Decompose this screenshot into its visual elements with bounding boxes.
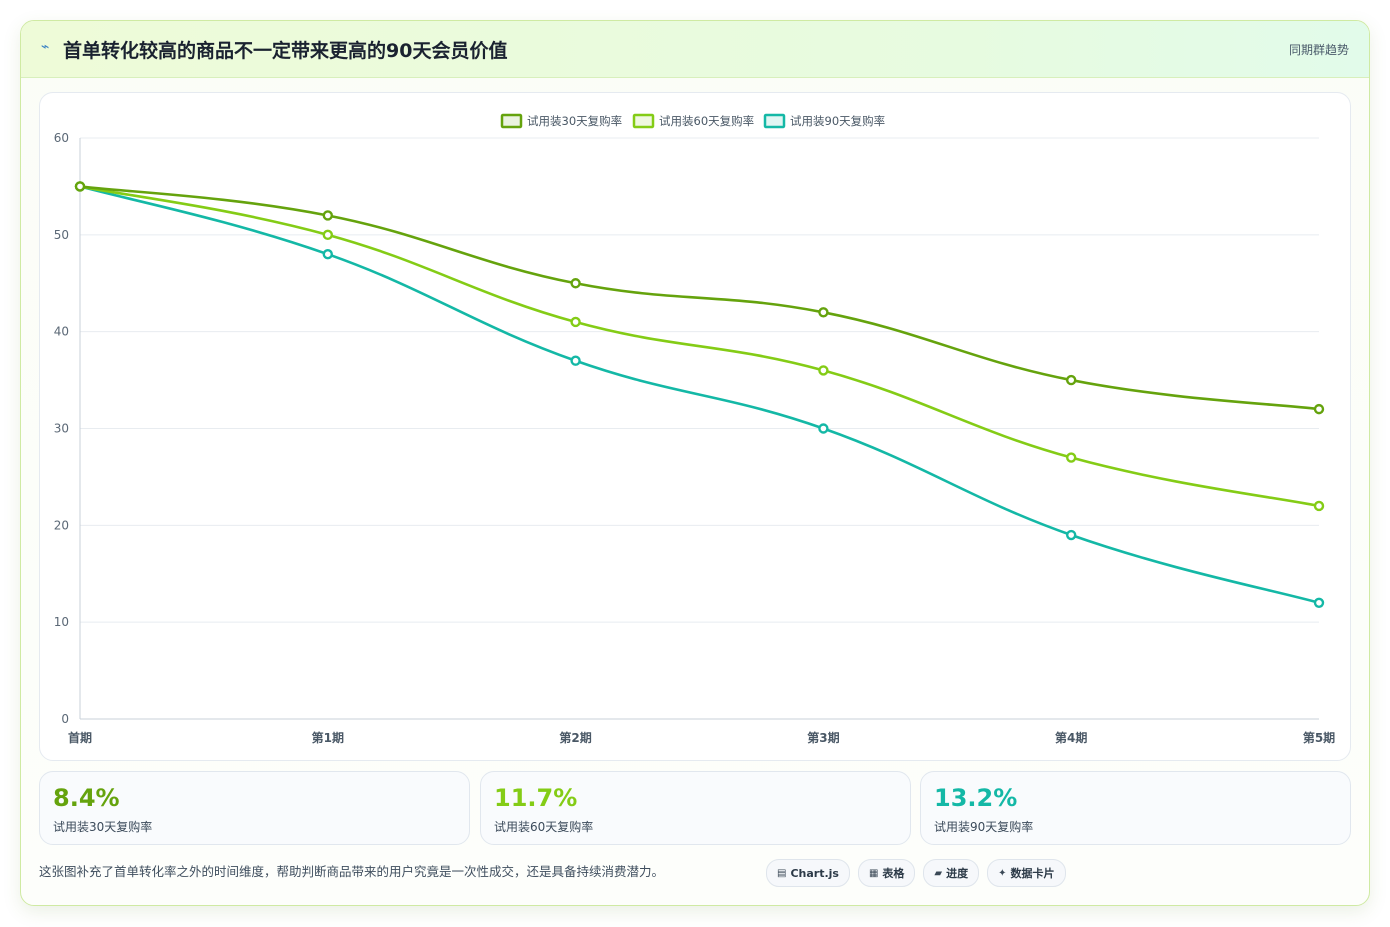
header-tag: 同期群趋势	[1288, 43, 1349, 57]
data-point	[322, 229, 333, 241]
progress-icon: ▰	[934, 867, 943, 879]
stat-value: 11.7%	[494, 784, 578, 812]
x-tick-label: 第2期	[559, 730, 591, 745]
data-point	[322, 210, 333, 221]
footnote: 这张图补充了首单转化率之外的时间维度，帮助判断商品带来的用户究竟是一次性成交，还…	[39, 864, 665, 879]
data-point	[570, 316, 581, 328]
stat-card-90: 13.2% 试用装90天复购率	[920, 771, 1351, 845]
y-tick-label: 40	[54, 325, 69, 339]
data-point	[818, 365, 829, 376]
lightning-icon: ⌁	[41, 39, 50, 55]
chip-progress[interactable]: ▰ 进度	[923, 859, 980, 887]
data-point	[1065, 452, 1077, 463]
sparkle-icon: ✦	[998, 867, 1007, 879]
y-tick-label: 10	[54, 615, 69, 629]
legend-swatch	[632, 113, 655, 129]
legend-swatch	[763, 113, 786, 129]
stat-card-30: 8.4% 试用装30天复购率	[39, 771, 470, 845]
y-tick-label: 50	[54, 228, 69, 242]
chart-icon: ▤	[777, 867, 787, 879]
chip-row: ▤ Chart.js ▦ 表格 ▰ 进度 ✦ 数据卡片	[766, 859, 1066, 887]
series-line-1	[79, 185, 1320, 508]
legend-label: 试用装90天复购率	[790, 114, 885, 128]
x-tick-label: 首期	[68, 730, 92, 745]
data-point	[570, 278, 581, 289]
table-icon: ▦	[868, 867, 879, 879]
chip-table[interactable]: ▦ 表格	[857, 859, 916, 887]
chip-chartjs[interactable]: ▤ Chart.js	[766, 859, 850, 887]
data-point	[1313, 500, 1325, 512]
legend-label: 试用装60天复购率	[659, 114, 754, 128]
x-tick-label: 第4期	[1055, 730, 1087, 745]
y-tick-label: 20	[54, 518, 69, 532]
chart-card: ⌁ 首单转化较高的商品不一定带来更高的90天会员价值 同期群趋势 0 10 20 30…	[20, 20, 1370, 906]
data-point	[1313, 597, 1325, 608]
series-line-2	[79, 185, 1320, 605]
line-chart: 0 10 20 30 40 50 60 首期 第1期 第2期 第3期 第4期 第5期 试用装30天复购率 试…	[54, 113, 1335, 745]
data-point	[74, 181, 86, 192]
x-tick-label: 第5期	[1303, 730, 1335, 745]
data-point	[1065, 529, 1077, 541]
page-title: 首单转化较高的商品不一定带来更高的90天会员价值	[63, 40, 508, 62]
x-tick-label: 第3期	[807, 730, 839, 745]
y-tick-label: 60	[54, 131, 69, 145]
y-tick-label: 30	[54, 422, 69, 436]
data-point	[570, 355, 581, 366]
stat-label: 试用装90天复购率	[934, 820, 1034, 834]
chip-data-card[interactable]: ✦ 数据卡片	[987, 859, 1066, 887]
stat-label: 试用装60天复购率	[494, 820, 594, 834]
legend-swatch	[500, 113, 523, 129]
data-point	[322, 248, 333, 260]
chip-label: 表格	[882, 867, 905, 880]
chip-label: 数据卡片	[1010, 867, 1055, 880]
legend-label: 试用装30天复购率	[527, 114, 622, 128]
stat-card-60: 11.7% 试用装60天复购率	[480, 771, 911, 845]
y-tick-label: 0	[61, 712, 69, 726]
card-header: ⌁ 首单转化较高的商品不一定带来更高的90天会员价值 同期群趋势	[21, 21, 1369, 78]
data-point	[1065, 374, 1077, 386]
x-tick-label: 第1期	[312, 730, 344, 745]
stat-value: 8.4%	[53, 784, 120, 812]
chip-label: 进度	[946, 867, 969, 880]
data-point	[1313, 403, 1325, 415]
stat-value: 13.2%	[934, 784, 1018, 812]
chart-panel: 0 10 20 30 40 50 60 首期 第1期 第2期 第3期 第4期 第5期 试用装30天复购率 试…	[39, 92, 1351, 761]
data-point	[818, 307, 829, 318]
stat-label: 试用装30天复购率	[53, 820, 153, 834]
series-line-0	[79, 185, 1320, 411]
chip-label: Chart.js	[790, 866, 839, 880]
data-point	[818, 423, 829, 434]
